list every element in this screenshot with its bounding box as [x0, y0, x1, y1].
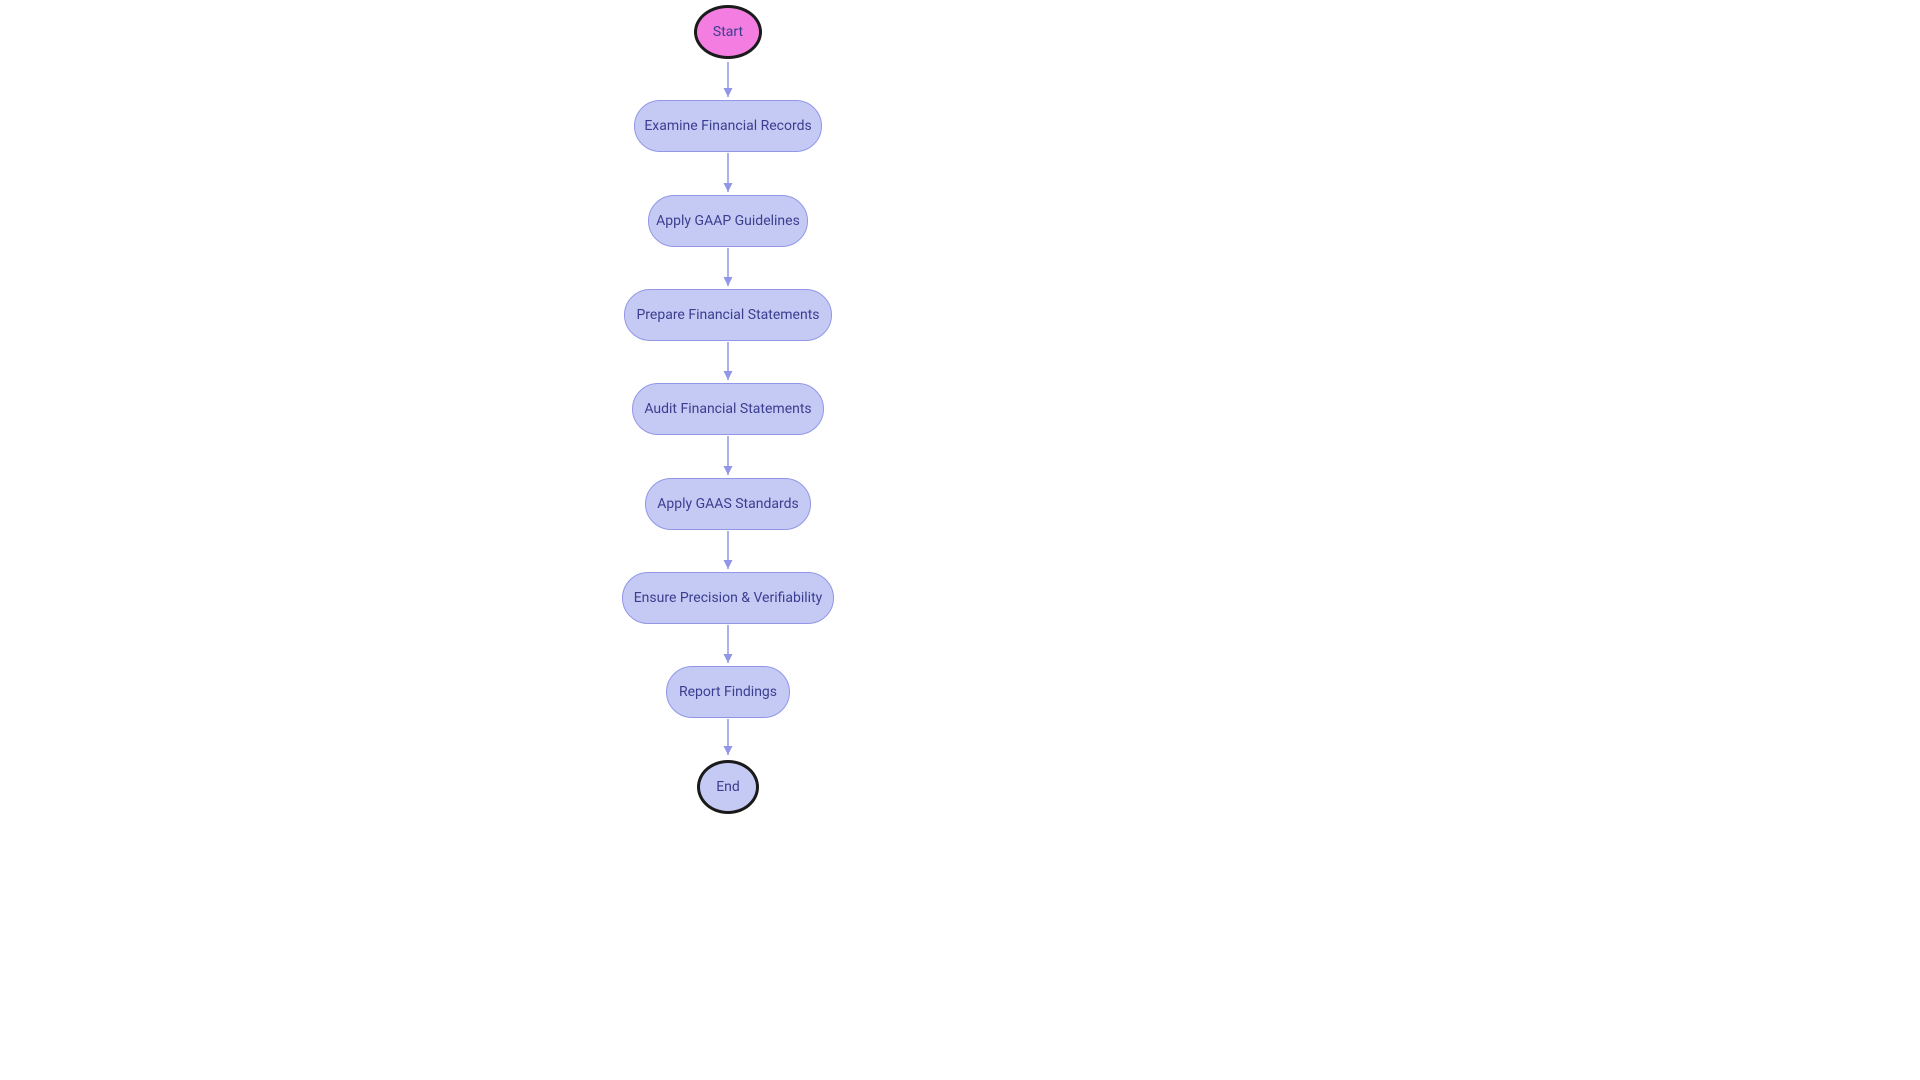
flowchart-node-label: Ensure Precision & Verifiability	[634, 590, 823, 606]
flowchart-node-label: Audit Financial Statements	[644, 401, 811, 417]
flowchart-edges	[0, 0, 1920, 1080]
flowchart-node-n5: Apply GAAS Standards	[645, 478, 811, 530]
flowchart-node-n1: Examine Financial Records	[634, 100, 822, 152]
flowchart-node-n4: Audit Financial Statements	[632, 383, 824, 435]
flowchart-canvas: Start Examine Financial Records Apply GAAP…	[0, 0, 1920, 1080]
flowchart-node-label: Start	[713, 24, 743, 40]
flowchart-node-label: Apply GAAS Standards	[657, 496, 798, 512]
flowchart-node-n7: Report Findings	[666, 666, 790, 718]
flowchart-node-n2: Apply GAAP Guidelines	[648, 195, 808, 247]
flowchart-node-label: Prepare Financial Statements	[636, 307, 819, 323]
flowchart-node-label: Examine Financial Records	[644, 118, 811, 134]
flowchart-node-label: Report Findings	[679, 684, 777, 700]
flowchart-node-start: Start	[694, 5, 762, 59]
flowchart-node-n3: Prepare Financial Statements	[624, 289, 832, 341]
flowchart-node-label: End	[716, 779, 740, 795]
flowchart-node-end: End	[697, 760, 759, 814]
flowchart-node-label: Apply GAAP Guidelines	[656, 213, 800, 229]
flowchart-node-n6: Ensure Precision & Verifiability	[622, 572, 834, 624]
